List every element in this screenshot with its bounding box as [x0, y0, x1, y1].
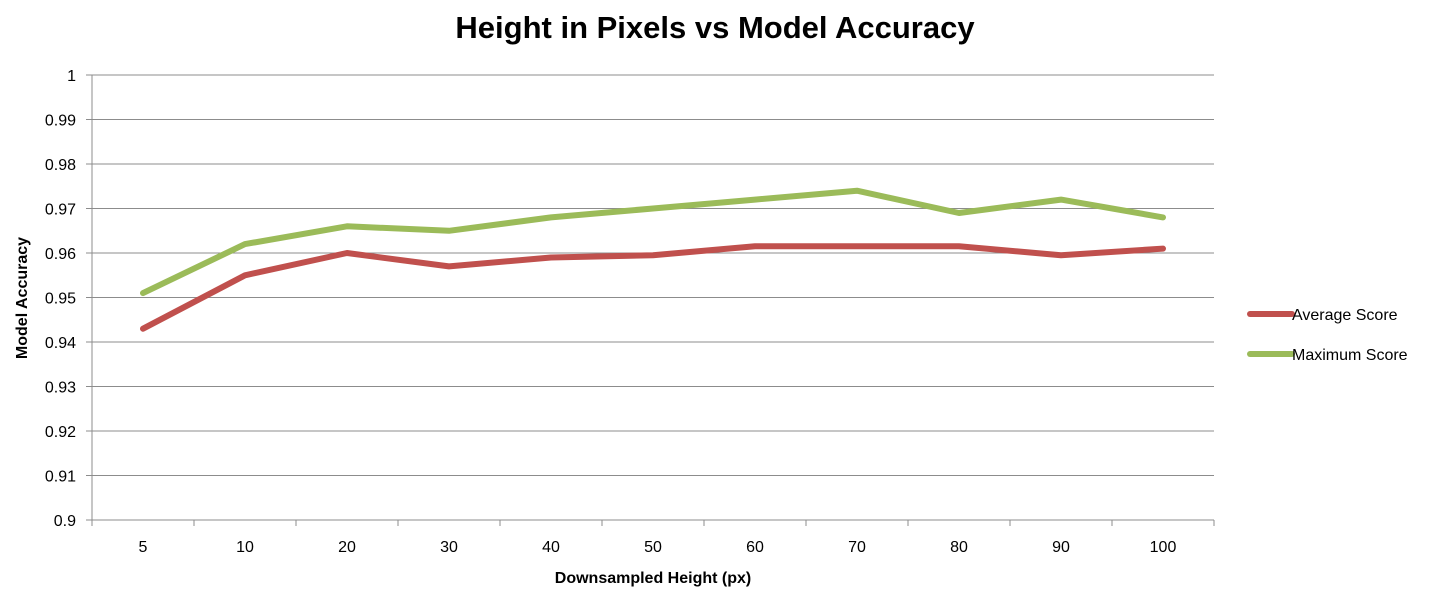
x-tick-label: 30: [440, 539, 458, 556]
y-tick-label: 0.93: [45, 380, 76, 397]
y-tick-label: 0.98: [45, 157, 76, 174]
y-tick-label: 1: [67, 68, 76, 85]
x-tick-label: 60: [746, 539, 764, 556]
legend-label-maximum-score: Maximum Score: [1292, 347, 1408, 364]
x-tick-label: 70: [848, 539, 866, 556]
x-tick-label: 5: [139, 539, 148, 556]
y-tick-label: 0.91: [45, 469, 76, 486]
x-tick-label: 50: [644, 539, 662, 556]
series-lines: [140, 187, 1166, 332]
series-line-average-score: [140, 243, 1166, 332]
x-tick-label: 80: [950, 539, 968, 556]
y-tick-label: 0.96: [45, 246, 76, 263]
x-tick-label: 20: [338, 539, 356, 556]
y-axis-title: Model Accuracy: [14, 237, 31, 359]
legend: Average Score Maximum Score: [1247, 307, 1408, 364]
x-axis-title: Downsampled Height (px): [555, 570, 751, 587]
gridlines: [86, 74, 1214, 521]
axes: [91, 75, 1215, 526]
y-tick-label: 0.92: [45, 424, 76, 441]
series-line-maximum-score: [140, 187, 1166, 297]
y-tick-labels: 0.9 0.91 0.92 0.93 0.94 0.95 0.96 0.97 0.98 0.99 1: [45, 68, 76, 530]
y-tick-label: 0.94: [45, 335, 76, 352]
legend-label-average-score: Average Score: [1292, 307, 1398, 324]
chart-title: Height in Pixels vs Model Accuracy: [455, 10, 975, 45]
x-tick-label: 100: [1150, 539, 1177, 556]
x-tick-labels: 5 10 20 30 40 50 60 70 80 90 100: [139, 539, 1177, 556]
y-tick-label: 0.97: [45, 202, 76, 219]
y-tick-label: 0.9: [54, 513, 76, 530]
x-tick-label: 40: [542, 539, 560, 556]
x-tick-label: 90: [1052, 539, 1070, 556]
x-tick-label: 10: [236, 539, 254, 556]
y-tick-label: 0.95: [45, 291, 76, 308]
y-tick-label: 0.99: [45, 113, 76, 130]
